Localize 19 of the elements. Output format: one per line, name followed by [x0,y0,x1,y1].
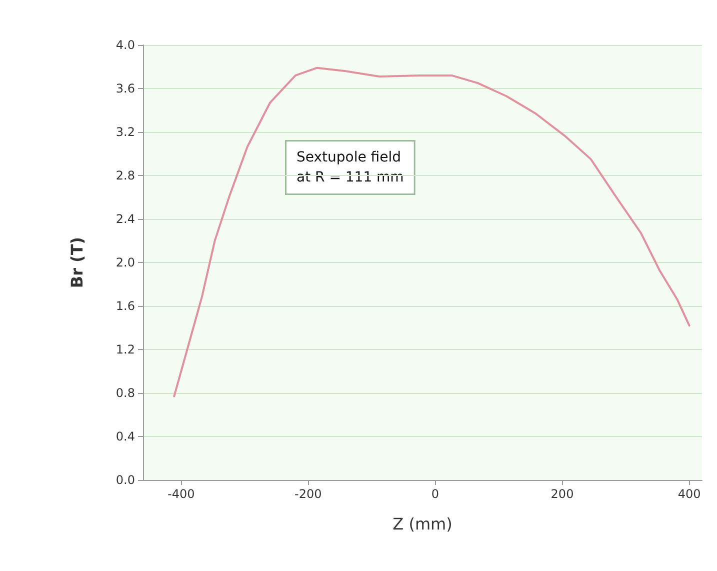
x-tick-label: -400 [167,487,195,501]
y-tick-label: 3.2 [116,125,135,139]
y-tick-label: 0.0 [116,473,135,487]
x-axis-title: Z (mm) [392,514,452,534]
y-tick-label: 2.0 [116,256,135,270]
x-tick-label: 200 [550,487,574,501]
y-tick-label: 3.6 [116,82,135,96]
y-tick-label: 1.6 [116,299,135,313]
y-tick-label: 0.4 [116,430,135,444]
y-axis-title: Br (T) [68,236,86,288]
y-tick-label: 2.8 [116,168,135,182]
y-tick-label: 1.2 [116,342,135,356]
x-tick-label: -200 [294,487,322,501]
y-tick-label: 4.0 [116,38,135,52]
y-tick-label: 0.8 [116,386,135,400]
x-tick-label: 400 [678,487,701,501]
x-tick-label: 0 [431,487,440,501]
line-series [173,66,690,398]
y-tick-label: 2.4 [116,212,135,226]
